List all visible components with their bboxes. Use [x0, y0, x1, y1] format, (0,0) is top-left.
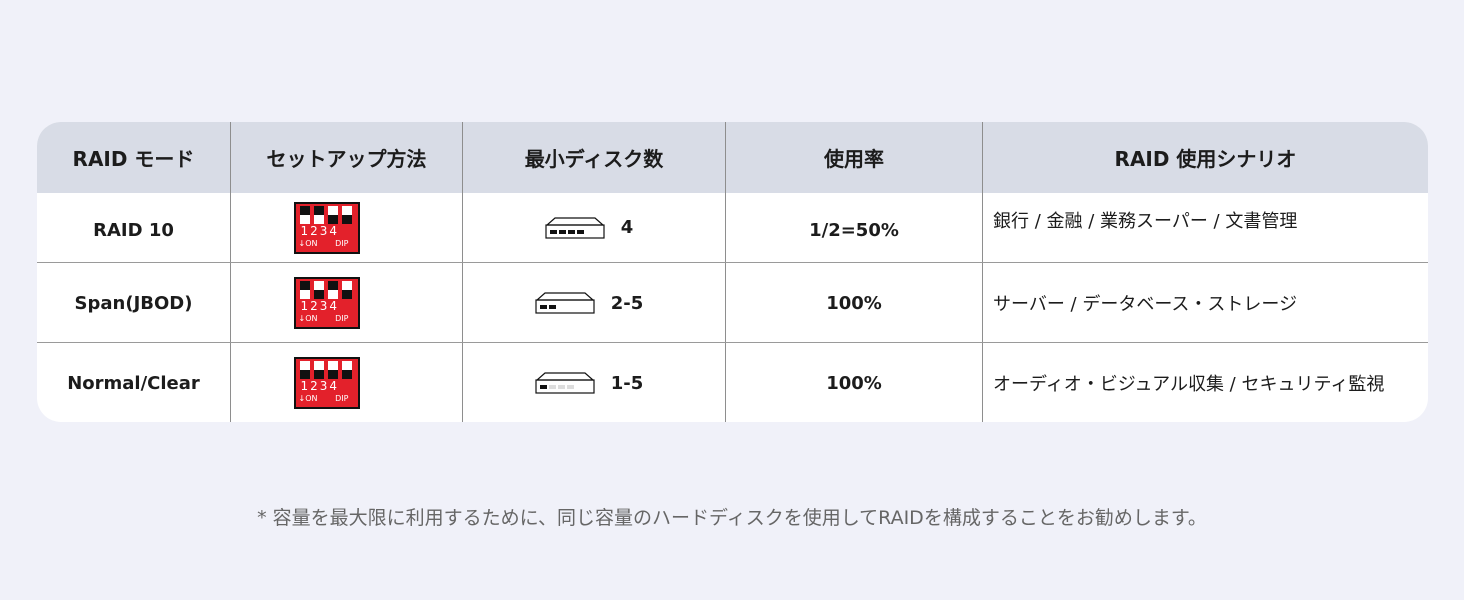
dip-on-label: ↓ON: [298, 314, 318, 323]
dip-numbers: 1234: [300, 379, 340, 393]
min-disks: 4: [620, 217, 634, 238]
header-raid-mode: RAID モード: [72, 147, 195, 171]
dip-switch: [327, 361, 338, 379]
scenario: オーディオ・ビジュアル収集 / セキュリティ監視: [982, 343, 1428, 422]
table-row: Normal/Clear 1234 ↓ON DIP 1-5 100% オーディオ・…: [37, 342, 1428, 422]
scenario: サーバー / データベース・ストレージ: [982, 263, 1428, 343]
usage-rate: 1/2=50%: [725, 193, 982, 262]
min-disks: 1-5: [610, 372, 644, 394]
header-setup: セットアップ方法: [230, 122, 462, 193]
dip-numbers: 1234: [300, 223, 340, 238]
raid-table: RAID モード セットアップ方法 最小ディスク数 使用率 RAID 使用シナリ…: [37, 122, 1428, 422]
setup-cell: 1234 ↓ON DIP: [230, 263, 462, 343]
min-disks-cell: 1-5: [462, 343, 725, 422]
dip-switch: [313, 205, 324, 224]
dip-switch-icon: 1234 ↓ON DIP: [293, 201, 360, 254]
header-min-disks: 最小ディスク数: [462, 122, 725, 193]
dip-label: DIP: [335, 238, 349, 248]
scenario: 銀行 / 金融 / 業務スーパー / 文書管理: [982, 193, 1428, 262]
dip-switch: [341, 205, 352, 224]
table-header: RAID モード セットアップ方法 最小ディスク数 使用率 RAID 使用シナリ…: [37, 122, 1428, 193]
dip-switch: [313, 361, 324, 379]
disk-enclosure-icon: [535, 292, 595, 314]
dip-switch: [327, 281, 338, 299]
raid-mode: Span(JBOD): [74, 292, 193, 314]
footnote: * 容量を最大限に利用するために、同じ容量のハードディスクを使用してRAIDを構…: [257, 507, 1207, 529]
dip-switch-icon: 1234 ↓ON DIP: [293, 357, 360, 409]
dip-switch: [341, 281, 352, 299]
min-disks-cell: 4: [462, 193, 725, 262]
raid-mode: Normal/Clear: [67, 372, 200, 394]
setup-cell: 1234 ↓ON DIP: [230, 343, 462, 422]
dip-label: DIP: [335, 314, 349, 323]
dip-switch: [341, 361, 352, 379]
disk-enclosure-icon: [545, 216, 605, 239]
usage-rate: 100%: [725, 343, 982, 422]
dip-on-label: ↓ON: [298, 238, 318, 248]
min-disks-cell: 2-5: [462, 263, 725, 343]
dip-on-label: ↓ON: [298, 394, 318, 403]
usage-rate: 100%: [725, 263, 982, 343]
dip-switch: [299, 361, 310, 379]
table-row: Span(JBOD) 1234 ↓ON DIP 2-5 100% サーバー / デ…: [37, 262, 1428, 343]
dip-switch: [313, 281, 324, 299]
dip-switch: [327, 205, 338, 224]
dip-switch-icon: 1234 ↓ON DIP: [293, 277, 360, 329]
setup-cell: 1234 ↓ON DIP: [230, 193, 462, 262]
min-disks: 2-5: [610, 292, 644, 314]
header-usage: 使用率: [725, 122, 982, 193]
dip-switch: [299, 205, 310, 224]
raid-mode: RAID 10: [93, 220, 174, 241]
table-row: RAID 10 1234 ↓ON DIP 4 1/2=50% 銀行 / 金融 / …: [37, 193, 1428, 262]
disk-enclosure-icon: [535, 372, 595, 394]
dip-switch: [299, 281, 310, 299]
dip-numbers: 1234: [300, 299, 340, 313]
header-scenario: RAID 使用シナリオ: [982, 122, 1428, 193]
dip-label: DIP: [335, 394, 349, 403]
